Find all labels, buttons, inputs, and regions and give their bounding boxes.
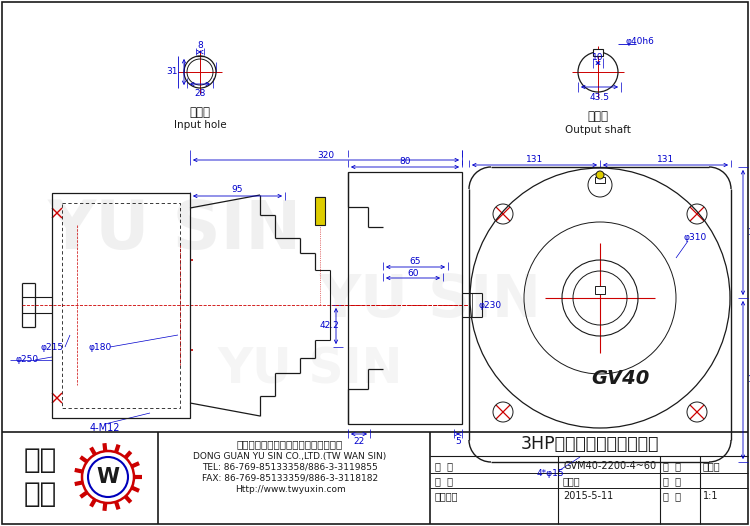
Text: φ250: φ250 (15, 356, 38, 365)
Text: φ40h6: φ40h6 (626, 37, 655, 46)
Text: GVM40-2200-4~60: GVM40-2200-4~60 (563, 461, 656, 471)
Text: 所有: 所有 (23, 480, 57, 508)
Text: 8: 8 (197, 42, 202, 50)
Text: 圖  號: 圖 號 (435, 461, 453, 471)
Text: FAX: 86-769-85133359/886-3-3118182: FAX: 86-769-85133359/886-3-3118182 (202, 473, 378, 482)
Circle shape (596, 171, 604, 179)
Text: YU SIN: YU SIN (48, 197, 302, 263)
Bar (595, 177, 605, 183)
Bar (62, 203, 180, 408)
Text: 繪  圖: 繪 圖 (663, 461, 681, 471)
Text: DONG GUAN YU SIN CO.,LTD.(TW WAN SIN): DONG GUAN YU SIN CO.,LTD.(TW WAN SIN) (194, 451, 387, 460)
Text: Http://www.twyuxin.com: Http://www.twyuxin.com (235, 485, 345, 494)
Text: 131: 131 (657, 156, 674, 165)
Text: Input hole: Input hole (174, 120, 226, 130)
Text: 出力軸: 出力軸 (587, 110, 608, 124)
Text: 31: 31 (166, 67, 178, 76)
Text: W: W (97, 467, 119, 487)
Text: 版  本: 版 本 (435, 476, 453, 486)
Bar (595, 286, 605, 294)
Bar (593, 49, 603, 56)
Text: 肖飛平: 肖飛平 (703, 461, 721, 471)
Text: 131: 131 (526, 156, 543, 165)
Text: 4-M12: 4-M12 (90, 423, 120, 433)
Text: 修訂日期: 修訂日期 (435, 491, 458, 501)
Text: 比  例: 比 例 (663, 491, 681, 501)
Text: φ215: φ215 (40, 343, 64, 352)
Circle shape (82, 451, 134, 503)
Text: φ180: φ180 (88, 343, 112, 352)
Text: 80: 80 (399, 157, 411, 167)
Text: YU SIN: YU SIN (319, 271, 542, 329)
Text: 10: 10 (592, 53, 604, 62)
Text: 65: 65 (410, 257, 422, 266)
Text: φ310: φ310 (683, 234, 706, 242)
Bar (348, 172, 462, 424)
Text: 第三版: 第三版 (563, 476, 580, 486)
Text: 審  核: 審 核 (663, 476, 681, 486)
Text: 95: 95 (232, 186, 243, 195)
Text: 28: 28 (194, 89, 206, 98)
Bar (315, 197, 325, 225)
Bar (52, 193, 190, 418)
Text: 22: 22 (353, 438, 364, 447)
Text: Output shaft: Output shaft (565, 125, 631, 135)
Text: 東菞市宇鷸機電有限公司（台灣萬鷸）: 東菞市宇鷸機電有限公司（台灣萬鷸） (237, 439, 343, 449)
Text: 5: 5 (455, 438, 460, 447)
Text: 43.5: 43.5 (590, 94, 610, 103)
Text: YU SIN: YU SIN (217, 346, 403, 394)
Text: 版权: 版权 (23, 446, 57, 474)
Text: φ230: φ230 (478, 300, 502, 309)
Text: 164: 164 (748, 376, 750, 385)
Text: 2015-5-11: 2015-5-11 (563, 491, 614, 501)
Text: 60: 60 (407, 268, 419, 278)
Text: 131: 131 (748, 228, 750, 237)
Text: TEL: 86-769-85133358/886-3-3119855: TEL: 86-769-85133358/886-3-3119855 (202, 462, 378, 471)
Text: 1:1: 1:1 (703, 491, 718, 501)
Text: 320: 320 (317, 150, 334, 159)
Text: GV40: GV40 (591, 369, 650, 388)
Text: 42.2: 42.2 (320, 321, 340, 330)
Text: 入力孔: 入力孔 (190, 106, 211, 118)
Text: 3HP立式直结型齿轮减速机: 3HP立式直结型齿轮减速机 (520, 435, 659, 453)
Text: 4*φ15: 4*φ15 (536, 470, 564, 479)
